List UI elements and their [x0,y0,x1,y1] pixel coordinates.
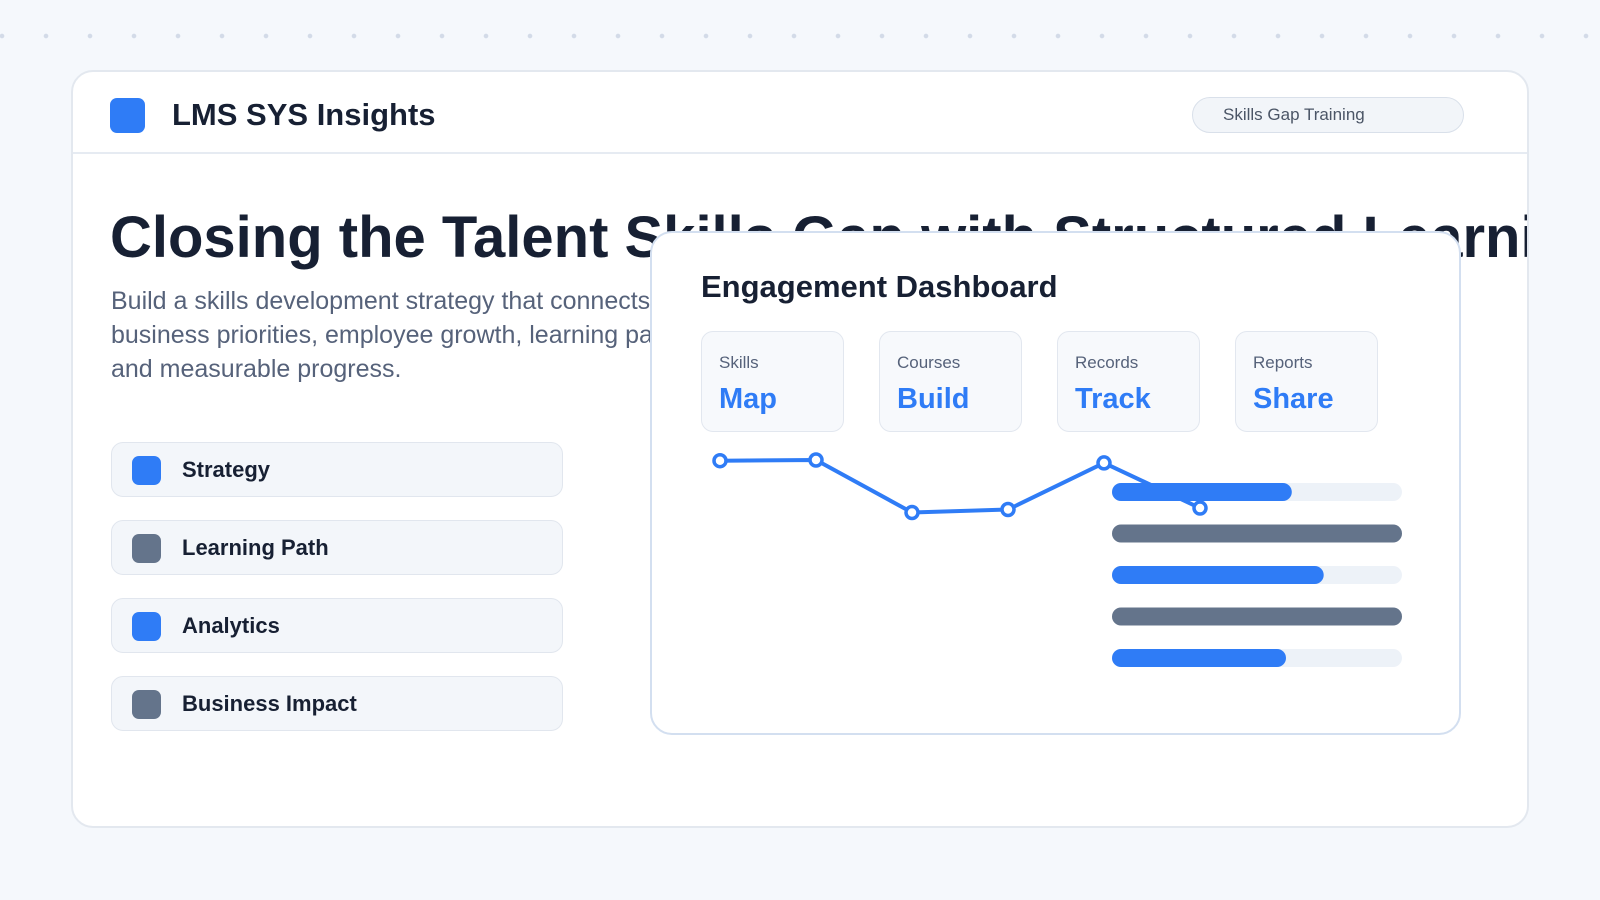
square-icon [132,690,161,719]
engagement-chart [652,233,1463,737]
top-bar: LMS SYS Insights Skills Gap Training [73,72,1527,154]
dotted-background-pattern [0,30,1600,42]
square-icon [132,612,161,641]
bar-2 [1112,525,1402,543]
line-point-5 [1098,457,1110,469]
pillar-analytics: Analytics [111,598,563,653]
line-point-2 [810,454,822,466]
logo-icon [110,98,145,133]
pillar-strategy: Strategy [111,442,563,497]
pillar-label: Business Impact [182,677,357,730]
bar-5 [1112,649,1286,667]
pillar-list: Strategy Learning Path Analytics Busines… [111,442,563,754]
pillar-label: Analytics [182,599,280,652]
square-icon [132,456,161,485]
line-point-6 [1194,502,1206,514]
pillar-learning-path: Learning Path [111,520,563,575]
pillar-label: Strategy [182,443,270,496]
line-point-1 [714,455,726,467]
pillar-business-impact: Business Impact [111,676,563,731]
brand-title: LMS SYS Insights [172,95,436,135]
page-description: Build a skills development strategy that… [111,284,711,386]
line-point-4 [1002,504,1014,516]
bar-4 [1112,608,1402,626]
bar-3 [1112,566,1324,584]
bar-1 [1112,483,1292,501]
topic-pill: Skills Gap Training [1192,97,1464,133]
engagement-dashboard-panel: Engagement Dashboard Skills Map Courses … [650,231,1461,735]
line-point-3 [906,507,918,519]
pillar-label: Learning Path [182,521,329,574]
square-icon [132,534,161,563]
